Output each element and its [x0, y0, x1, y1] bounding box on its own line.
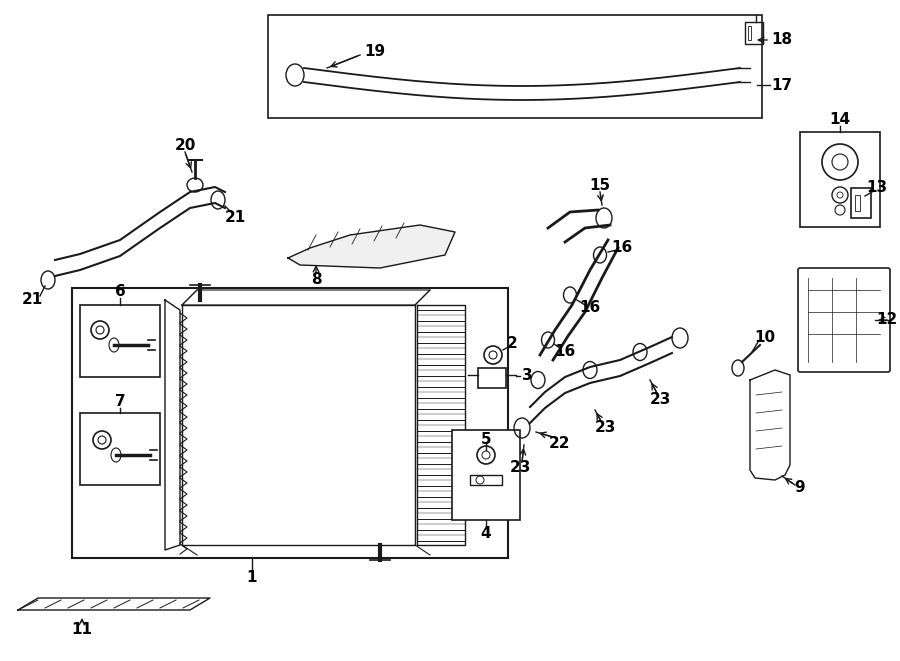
Text: 21: 21 — [22, 293, 42, 307]
Text: 23: 23 — [649, 393, 670, 407]
Bar — [452, 430, 520, 520]
Text: 5: 5 — [481, 432, 491, 447]
Text: 2: 2 — [507, 336, 517, 350]
Text: 16: 16 — [554, 344, 576, 360]
Text: 18: 18 — [771, 32, 793, 48]
Bar — [72, 288, 508, 558]
Text: 8: 8 — [310, 272, 321, 288]
Polygon shape — [18, 598, 210, 610]
Text: 10: 10 — [754, 330, 776, 346]
Text: 15: 15 — [590, 178, 610, 192]
Bar — [80, 305, 160, 377]
Bar — [478, 368, 506, 388]
Text: 3: 3 — [522, 368, 532, 383]
Text: 1: 1 — [247, 570, 257, 586]
Bar — [800, 132, 880, 227]
Text: 21: 21 — [224, 210, 246, 225]
Bar — [80, 413, 160, 485]
Bar — [851, 188, 871, 218]
Text: 13: 13 — [867, 180, 887, 196]
Text: 9: 9 — [795, 481, 806, 496]
Text: 16: 16 — [611, 239, 633, 254]
Bar — [268, 15, 762, 118]
Text: 22: 22 — [549, 436, 571, 451]
Bar — [470, 475, 502, 485]
Text: 11: 11 — [71, 623, 93, 637]
Text: 12: 12 — [876, 313, 897, 327]
Text: 16: 16 — [580, 301, 600, 315]
Text: 19: 19 — [364, 44, 385, 59]
Bar — [745, 22, 763, 44]
Text: 6: 6 — [114, 284, 125, 299]
Text: 14: 14 — [830, 112, 850, 128]
Polygon shape — [750, 370, 790, 480]
Polygon shape — [288, 225, 455, 268]
Bar — [748, 26, 751, 40]
Text: 17: 17 — [771, 77, 793, 93]
Text: 23: 23 — [594, 420, 616, 436]
Text: 20: 20 — [175, 137, 195, 153]
Text: 7: 7 — [114, 395, 125, 410]
Bar — [855, 195, 860, 211]
Text: 23: 23 — [509, 461, 531, 475]
Text: 4: 4 — [481, 527, 491, 541]
